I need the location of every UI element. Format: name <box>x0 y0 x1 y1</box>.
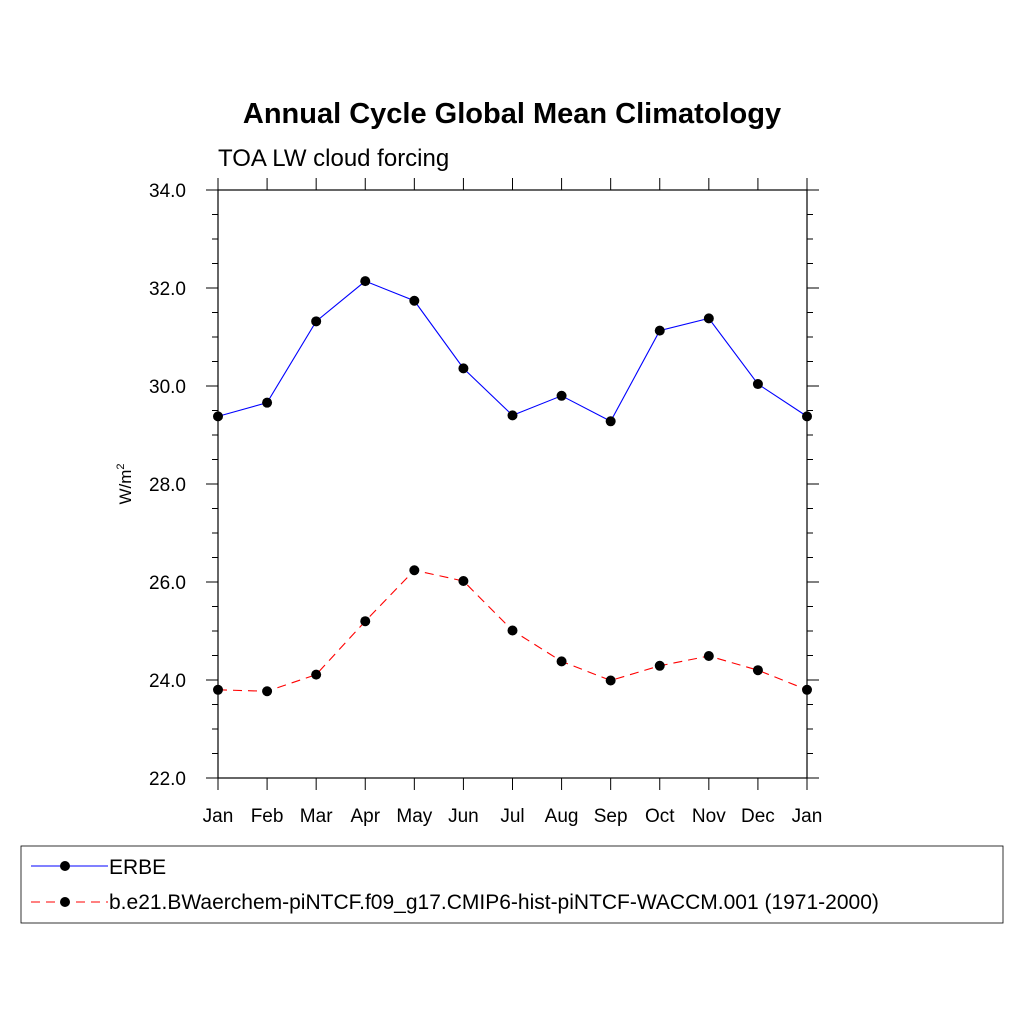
series-0-point <box>458 363 469 374</box>
series-1-point <box>654 660 665 671</box>
chart-subtitle: TOA LW cloud forcing <box>218 145 449 172</box>
y-tick-label: 30.0 <box>149 377 186 398</box>
series-1-point <box>360 616 371 627</box>
y-tick-label: 28.0 <box>149 475 186 496</box>
x-tick-label: Dec <box>741 806 775 827</box>
series-1-point <box>556 656 567 667</box>
series-0-point <box>556 390 567 401</box>
plot-frame <box>217 189 808 779</box>
y-axis-label: W/m2 <box>115 463 135 504</box>
x-tick-label: Jan <box>203 806 234 827</box>
x-tick-label: Jan <box>792 806 823 827</box>
series-1-point <box>262 686 273 697</box>
x-tick-label: Aug <box>545 806 579 827</box>
x-tick-label: Jun <box>448 806 479 827</box>
x-tick-label: Nov <box>692 806 726 827</box>
axis-tick-labels: 22.0 24.0 26.0 28.0 30.0 32.0 34.0 Jan Feb Mar Apr… <box>149 181 822 827</box>
y-axis-label-unit: W/m <box>116 470 135 505</box>
x-tick-label: Sep <box>594 806 628 827</box>
series-1-point <box>703 650 714 661</box>
series-0-point <box>654 325 665 336</box>
chart-title: Annual Cycle Global Mean Climatology <box>243 98 781 130</box>
series-0-point <box>703 313 714 324</box>
y-tick-label: 22.0 <box>149 769 186 790</box>
x-tick-label: May <box>396 806 432 827</box>
legend-marker-erbe <box>60 861 70 871</box>
series-1-point <box>605 675 616 686</box>
x-tick-label: Apr <box>350 806 380 827</box>
x-tick-label: Oct <box>645 806 675 827</box>
series-0-point <box>409 295 420 306</box>
series-0-point <box>311 316 322 327</box>
x-tick-label: Jul <box>500 806 524 827</box>
legend-label-model: b.e21.BWaerchem-piNTCF.f09_g17.CMIP6-his… <box>109 891 879 914</box>
series-1-point <box>409 565 420 576</box>
legend-box <box>20 845 1004 924</box>
series-0-point <box>605 416 616 427</box>
series-0-point <box>752 379 763 390</box>
legend-label-erbe: ERBE <box>109 856 166 879</box>
series-1-point <box>311 669 322 680</box>
series-0-point <box>360 276 371 287</box>
y-axis-label-superscript: 2 <box>115 463 127 469</box>
y-tick-label: 24.0 <box>149 671 186 692</box>
series-line-0 <box>217 280 808 423</box>
x-tick-label: Mar <box>300 806 333 827</box>
series-0-point <box>262 397 273 408</box>
x-tick-label: Feb <box>251 806 284 827</box>
series-0-point <box>507 410 518 421</box>
y-tick-label: 32.0 <box>149 279 186 300</box>
axis-ticks <box>206 178 819 790</box>
series-1-point <box>752 665 763 676</box>
series-1-point <box>507 625 518 636</box>
series-1-point <box>458 576 469 587</box>
legend-marker-model <box>60 897 70 907</box>
legend: ERBE b.e21.BWaerchem-piNTCF.f09_g17.CMIP… <box>20 845 1004 924</box>
y-tick-label: 26.0 <box>149 573 186 594</box>
plot-series <box>213 276 812 697</box>
y-tick-label: 34.0 <box>149 181 186 202</box>
